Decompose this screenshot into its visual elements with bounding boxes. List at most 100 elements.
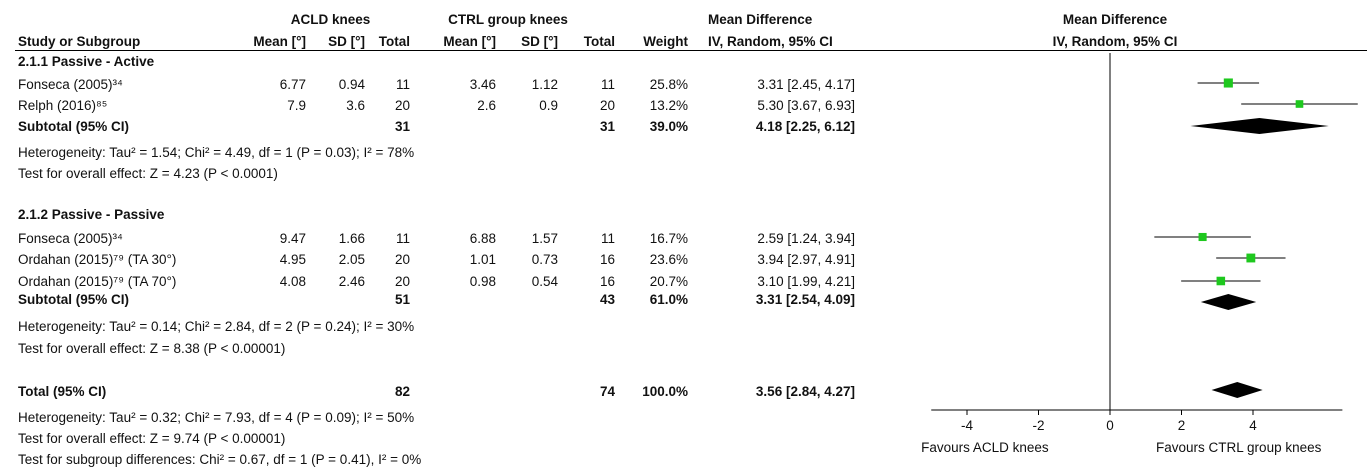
study-weight: 13.2% (649, 98, 688, 113)
col-ci-plot: IV, Random, 95% CI (1052, 34, 1178, 49)
col-total1: Total (378, 34, 410, 49)
header-rule (15, 50, 1367, 51)
study-n2: 16 (599, 274, 615, 289)
study-mean1: 7.9 (287, 98, 306, 113)
x-tick-label: -4 (961, 418, 973, 433)
total-n1: 82 (394, 384, 410, 399)
col-sd1: SD [°] (328, 34, 365, 49)
study-name: Ordahan (2015)⁷⁹ (TA 30°) (18, 252, 177, 267)
subtotal-ci-text: 3.31 [2.54, 4.09] (755, 292, 855, 307)
col-study: Study or Subgroup (18, 34, 141, 49)
md-table-header: Mean Difference (708, 12, 813, 27)
study-name: Fonseca (2005)³⁴ (18, 231, 123, 246)
md-plot-header: Mean Difference (1062, 12, 1168, 27)
study-n1: 20 (394, 252, 410, 267)
study-ci-text: 2.59 [1.24, 3.94] (757, 231, 855, 246)
study-n2: 16 (599, 252, 615, 267)
study-name: Ordahan (2015)⁷⁹ (TA 70°) (18, 274, 177, 289)
x-tick-label: 4 (1249, 418, 1257, 433)
overall-effect-text: Test for overall effect: Z = 4.23 (P < 0… (18, 166, 278, 181)
subtotal-weight: 61.0% (649, 292, 688, 307)
col-mean2: Mean [°] (443, 34, 496, 49)
study-mean2: 6.88 (469, 231, 496, 246)
study-mean2: 2.6 (477, 98, 496, 113)
study-mean1: 4.95 (279, 252, 306, 267)
study-n2: 20 (599, 98, 615, 113)
study-sd1: 0.94 (338, 77, 365, 92)
favours-right-label: Favours CTRL group knees (1156, 440, 1322, 455)
study-marker (1246, 253, 1256, 263)
col-total2: Total (583, 34, 615, 49)
study-sd1: 1.66 (338, 231, 365, 246)
x-tick-label: 0 (1106, 418, 1114, 433)
study-marker (1295, 100, 1304, 108)
favours-left-label: Favours ACLD knees (921, 440, 1049, 455)
study-n1: 11 (395, 77, 410, 92)
subtotal-label: Subtotal (95% CI) (18, 119, 130, 134)
study-sd2: 0.54 (531, 274, 558, 289)
study-ci-text: 3.10 [1.99, 4.21] (757, 274, 855, 289)
study-marker (1216, 276, 1226, 286)
x-tick-label: 2 (1178, 418, 1186, 433)
heterogeneity-text: Heterogeneity: Tau² = 1.54; Chi² = 4.49,… (18, 145, 415, 160)
study-n2: 11 (600, 77, 615, 92)
total-ci-text: 3.56 [2.84, 4.27] (755, 384, 855, 399)
subtotal-diamond (1200, 294, 1257, 310)
col-ci: IV, Random, 95% CI (708, 34, 833, 49)
col-weight: Weight (643, 34, 688, 49)
col-sd2: SD [°] (521, 34, 558, 49)
subtotal-weight: 39.0% (649, 119, 688, 134)
subtotal-label: Subtotal (95% CI) (18, 292, 130, 307)
study-mean1: 4.08 (279, 274, 306, 289)
group2-header: CTRL group knees (448, 12, 568, 27)
study-mean2: 3.46 (469, 77, 496, 92)
study-name: Relph (2016)⁸⁵ (18, 98, 108, 113)
study-weight: 20.7% (649, 274, 688, 289)
subtotal-n2: 31 (599, 119, 615, 134)
total-label: Total (95% CI) (18, 384, 107, 399)
total-diamond (1211, 382, 1263, 398)
subtotal-n1: 31 (394, 119, 410, 134)
total-weight: 100.0% (642, 384, 688, 399)
subtotal-n2: 43 (599, 292, 615, 307)
study-ci-text: 3.31 [2.45, 4.17] (757, 77, 855, 92)
study-mean1: 6.77 (279, 77, 306, 92)
study-marker (1198, 232, 1207, 242)
subtotal-diamond (1190, 118, 1329, 134)
subgroup-title: 2.1.2 Passive - Passive (18, 207, 165, 222)
subgroup-differences-text: Test for subgroup differences: Chi² = 0.… (18, 452, 422, 467)
study-n1: 11 (395, 231, 410, 246)
study-mean2: 1.01 (469, 252, 496, 267)
x-tick-label: -2 (1032, 418, 1044, 433)
study-sd1: 3.6 (346, 98, 365, 113)
total-n2: 74 (599, 384, 615, 399)
study-n1: 20 (394, 98, 410, 113)
study-weight: 25.8% (649, 77, 688, 92)
total-heterogeneity-text: Heterogeneity: Tau² = 0.32; Chi² = 7.93,… (18, 410, 415, 425)
heterogeneity-text: Heterogeneity: Tau² = 0.14; Chi² = 2.84,… (18, 319, 415, 334)
study-sd2: 1.57 (531, 231, 558, 246)
study-sd1: 2.05 (338, 252, 365, 267)
study-marker (1223, 78, 1233, 88)
overall-effect-text: Test for overall effect: Z = 8.38 (P < 0… (18, 341, 286, 356)
study-sd2: 1.12 (531, 77, 558, 92)
study-mean2: 0.98 (469, 274, 496, 289)
total-overall-effect-text: Test for overall effect: Z = 9.74 (P < 0… (18, 431, 286, 446)
study-ci-text: 5.30 [3.67, 6.93] (757, 98, 855, 113)
study-n2: 11 (600, 231, 615, 246)
study-mean1: 9.47 (279, 231, 306, 246)
study-weight: 16.7% (649, 231, 688, 246)
col-mean1: Mean [°] (253, 34, 306, 49)
group1-header: ACLD knees (290, 12, 371, 27)
study-sd2: 0.73 (531, 252, 558, 267)
study-sd1: 2.46 (338, 274, 365, 289)
subtotal-n1: 51 (394, 292, 410, 307)
subtotal-ci-text: 4.18 [2.25, 6.12] (755, 119, 855, 134)
study-name: Fonseca (2005)³⁴ (18, 77, 123, 92)
study-sd2: 0.9 (539, 98, 558, 113)
study-ci-text: 3.94 [2.97, 4.91] (757, 252, 855, 267)
study-n1: 20 (394, 274, 410, 289)
study-weight: 23.6% (649, 252, 688, 267)
subgroup-title: 2.1.1 Passive - Active (18, 54, 155, 69)
